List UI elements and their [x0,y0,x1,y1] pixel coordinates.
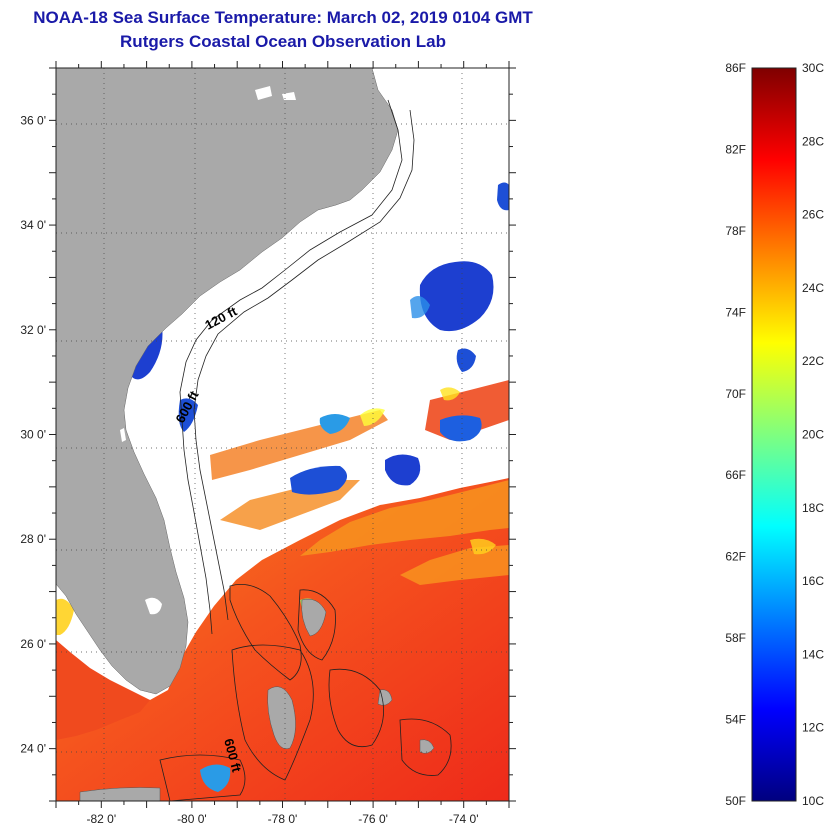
colorbar-f-label: 74F [725,305,746,319]
colorbar-f-label: 54F [725,713,746,727]
colorbar-c-label: 20C [802,428,824,442]
colorbar-c-label: 26C [802,208,824,222]
colorbar-fahrenheit-labels: 86F 82F 78F 74F 70F 66F 62F 58F 54F 50F [725,61,746,808]
colorbar-f-label: 66F [725,468,746,482]
land-water-specks [120,86,296,615]
colorbar-f-label: 70F [725,387,746,401]
colorbar-c-label: 12C [802,721,824,735]
bathymetry-contours [159,99,452,801]
colorbar-f-label: 78F [725,224,746,238]
map-subtitle: Rutgers Coastal Ocean Observation Lab [120,32,446,51]
lat-label: 32 0' [20,323,46,337]
colorbar-c-label: 24C [802,281,824,295]
orange-band [400,545,509,585]
colorbar-c-label: 28C [802,134,824,148]
lat-label: 24 0' [20,742,46,756]
colorbar-c-label: 30C [802,61,824,75]
lon-label: -80 0' [177,812,207,826]
cold-water-patches [58,182,509,792]
land-us-east-coast [56,68,399,695]
colorbar-f-label: 50F [725,794,746,808]
colorbar-c-label: 14C [802,647,824,661]
colorbar-c-label: 10C [802,794,824,808]
lat-label: 26 0' [20,637,46,651]
lon-label: -78 0' [268,812,298,826]
lon-label: -76 0' [358,812,388,826]
lon-label: -82 0' [86,812,116,826]
map-title: NOAA-18 Sea Surface Temperature: March 0… [33,8,533,27]
gulf-warm-region [56,640,150,740]
lat-label: 30 0' [20,428,46,442]
colorbar-c-label: 16C [802,574,824,588]
bahamas-islands [79,599,435,801]
colorbar-f-label: 62F [725,550,746,564]
warm-water-region [56,478,509,801]
lon-label: -74 0' [449,812,479,826]
graticule [56,68,509,801]
longitude-labels: -82 0' -80 0' -78 0' -76 0' -74 0' [86,812,478,826]
colorbar-f-label: 82F [725,142,746,156]
colorbar-c-label: 18C [802,501,824,515]
colorbar-gradient [751,67,797,802]
lat-label: 36 0' [20,113,46,127]
orange-band [300,480,509,556]
colorbar-f-label: 58F [725,631,746,645]
latitude-labels: 36 0' 34 0' 32 0' 30 0' 28 0' 26 0' 24 0' [20,113,46,755]
lat-label: 28 0' [20,532,46,546]
colorbar-celsius-labels: 30C 28C 26C 24C 22C 20C 18C 16C 14C 12C 10C [802,61,824,808]
colorbar-c-label: 22C [802,354,824,368]
map-imagery [56,68,509,801]
colorbar-f-label: 86F [725,61,746,75]
axis-ticks [49,61,516,808]
lat-label: 34 0' [20,218,46,232]
